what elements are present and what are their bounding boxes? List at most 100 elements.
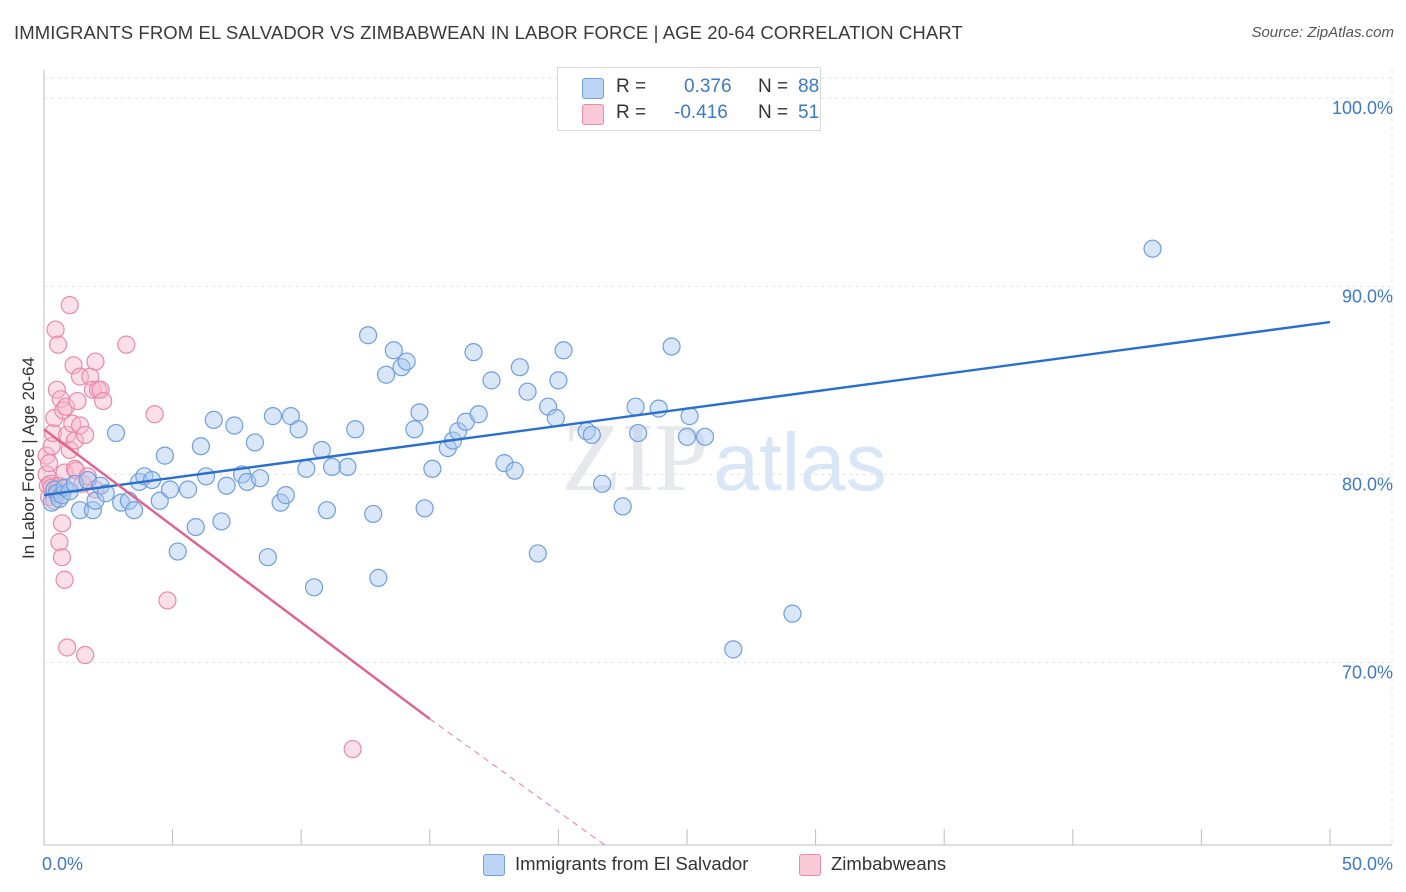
el-salvador-point	[415, 499, 434, 518]
el-salvador-point	[304, 578, 324, 597]
el-salvador-point	[528, 544, 547, 563]
zimbabwean-point	[42, 437, 61, 456]
zimbabwean-point	[343, 739, 362, 759]
legend-r-label: R =	[616, 76, 647, 97]
el-salvador-point	[662, 337, 681, 356]
zimbabwean-point	[47, 380, 66, 399]
bottom-legend: Immigrants from El Salvador Zimbabweans	[0, 853, 1406, 877]
el-salvador-point	[297, 459, 316, 478]
legend-swatch-pink	[582, 104, 604, 125]
el-salvador-point	[212, 512, 231, 531]
zimbabwean-point	[76, 425, 95, 445]
el-salvador-point	[358, 326, 378, 345]
el-salvador-point	[338, 457, 357, 477]
el-salvador-trend-line	[43, 320, 1331, 497]
legend-n-label: N =	[758, 102, 789, 123]
legend-swatch-blue	[582, 78, 604, 99]
source-label: Source: ZipAtlas.com	[1251, 24, 1394, 41]
el-salvador-point	[549, 371, 568, 390]
zimbabwean-point	[70, 416, 90, 435]
el-salvador-point	[178, 480, 198, 499]
el-salvador-point	[263, 407, 283, 426]
x-tick-label: 0.0%	[42, 854, 83, 874]
el-salvador-point	[510, 358, 529, 377]
zimbabwean-point	[64, 356, 83, 375]
el-salvador-point	[724, 640, 743, 659]
el-salvador-point	[155, 446, 174, 465]
zimbabwean-trend-extension	[429, 718, 606, 846]
el-salvador-point	[258, 548, 277, 567]
y-tick-label: 80.0%	[1342, 474, 1393, 494]
el-salvador-point	[245, 433, 265, 452]
zimbabwean-point	[50, 533, 69, 552]
zimbabwean-point	[60, 296, 79, 315]
el-salvador-point	[204, 410, 223, 429]
el-salvador-point	[464, 343, 483, 362]
el-salvador-point	[629, 423, 648, 443]
zimbabwean-point	[56, 397, 75, 416]
legend-n-value: 51	[798, 102, 820, 123]
el-salvador-point	[150, 491, 169, 510]
bottom-legend-label: Immigrants from El Salvador	[515, 853, 749, 874]
bottom-legend-label: Zimbabweans	[831, 853, 947, 874]
el-salvador-point	[250, 469, 270, 488]
el-salvador-point	[289, 420, 308, 439]
y-tick-label: 90.0%	[1342, 286, 1393, 306]
y-tick-label: 100.0%	[1332, 98, 1393, 118]
el-salvador-point	[554, 341, 573, 360]
el-salvador-point	[217, 476, 236, 495]
zimbabweans-points	[37, 296, 362, 759]
el-salvador-point	[322, 457, 342, 477]
el-salvador-point	[369, 568, 388, 587]
legend-n-value: 88	[798, 76, 820, 97]
legend-r-value: -0.416	[674, 102, 728, 123]
zimbabwean-point	[158, 591, 177, 610]
el-salvador-point	[783, 604, 802, 623]
el-salvador-point	[626, 397, 645, 416]
el-salvador-point	[695, 427, 715, 446]
el-salvador-point	[649, 399, 668, 418]
legend-r-value: 0.376	[684, 76, 732, 97]
zimbabwean-point	[86, 352, 105, 371]
zimbabwean-point	[49, 335, 68, 354]
el-salvador-point	[191, 437, 210, 456]
tick-labels: 100.0% 90.0% 80.0% 70.0% 0.0% 50.0%	[42, 98, 1393, 874]
zimbabwean-point	[55, 570, 74, 589]
el-salvador-point	[613, 497, 632, 516]
zimbabwean-point	[46, 320, 65, 339]
el-salvador-point	[186, 517, 205, 537]
zimbabwean-point	[58, 638, 77, 657]
el-salvador-point	[405, 420, 424, 439]
el-salvador-point	[593, 474, 612, 493]
zimbabwean-point	[43, 423, 63, 443]
zimbabwean-point	[52, 514, 72, 533]
zimbabwean-point	[68, 391, 87, 411]
bottom-legend-swatch-pink	[799, 854, 821, 876]
bottom-legend-swatch-blue	[483, 854, 505, 876]
zimbabwean-point	[40, 454, 59, 473]
zimbabwean-point	[145, 405, 164, 424]
watermark: ZIP atlas	[562, 404, 887, 512]
el-salvador-point	[482, 371, 501, 390]
chart-title: IMMIGRANTS FROM EL SALVADOR VS ZIMBABWEA…	[14, 22, 963, 43]
axes	[43, 70, 1392, 846]
el-salvador-point	[106, 423, 126, 443]
el-salvador-point	[384, 341, 403, 360]
el-salvador-point	[124, 501, 144, 520]
y-axis-label: In Labor Force | Age 20-64	[19, 357, 38, 559]
el-salvador-point	[276, 486, 295, 505]
legend-r-label: R =	[616, 102, 647, 123]
el-salvador-point	[518, 382, 537, 401]
legend-n-label: N =	[758, 76, 789, 97]
el-salvador-point	[582, 425, 601, 445]
el-salvador-point	[317, 501, 337, 520]
zimbabwean-point	[117, 335, 136, 354]
el-salvador-point	[225, 416, 244, 435]
zimbabwean-point	[52, 548, 72, 567]
y-tick-label: 70.0%	[1342, 663, 1393, 683]
zimbabwean-point	[94, 391, 113, 411]
el-salvador-points	[42, 239, 1162, 659]
zimbabwean-point	[55, 463, 74, 482]
el-salvador-point	[392, 358, 411, 377]
